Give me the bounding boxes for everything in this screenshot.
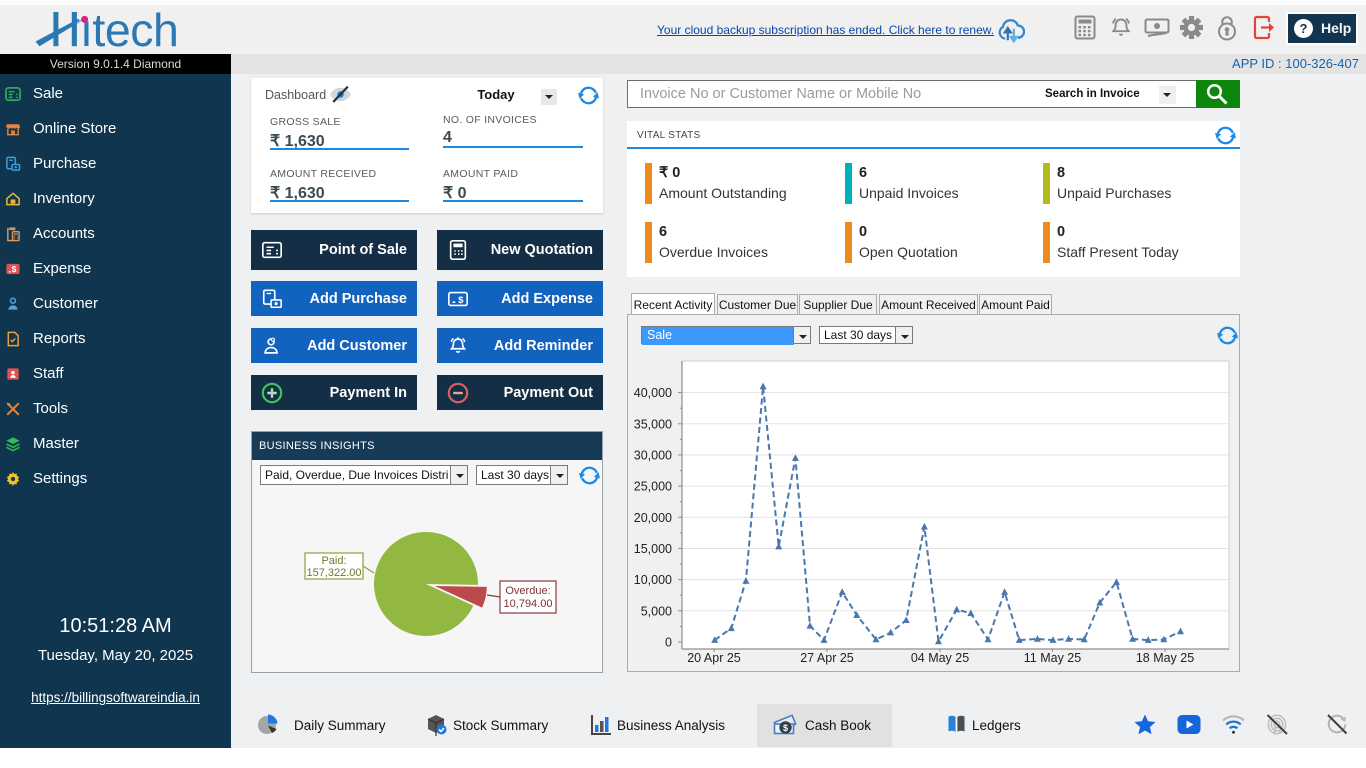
svg-text:25,000: 25,000 [634,480,672,494]
svg-text:Paid:: Paid: [321,555,346,567]
svg-text:10,000: 10,000 [634,573,672,587]
svg-text:Overdue:: Overdue: [505,585,550,597]
svg-text:15,000: 15,000 [634,542,672,556]
svg-text:20,000: 20,000 [634,511,672,525]
svg-text:11 May 25: 11 May 25 [1024,651,1081,665]
svg-text:04 May 25: 04 May 25 [911,651,969,665]
svg-text:5,000: 5,000 [641,604,672,618]
svg-text:35,000: 35,000 [634,417,672,431]
svg-text:$: $ [783,723,788,733]
svg-text:30,000: 30,000 [634,448,672,462]
svg-text:18 May 25: 18 May 25 [1136,651,1194,665]
svg-text:157,322.00: 157,322.00 [306,567,361,579]
svg-text:$: $ [12,264,17,274]
svg-text:20 Apr 25: 20 Apr 25 [687,651,741,665]
svg-text:ıtech: ıtech [80,4,178,56]
svg-text:27 Apr 25: 27 Apr 25 [800,651,854,665]
svg-text:$: $ [458,295,464,306]
svg-text:40,000: 40,000 [634,386,672,400]
svg-text:10,794.00: 10,794.00 [504,598,553,610]
svg-text:0: 0 [665,636,672,650]
